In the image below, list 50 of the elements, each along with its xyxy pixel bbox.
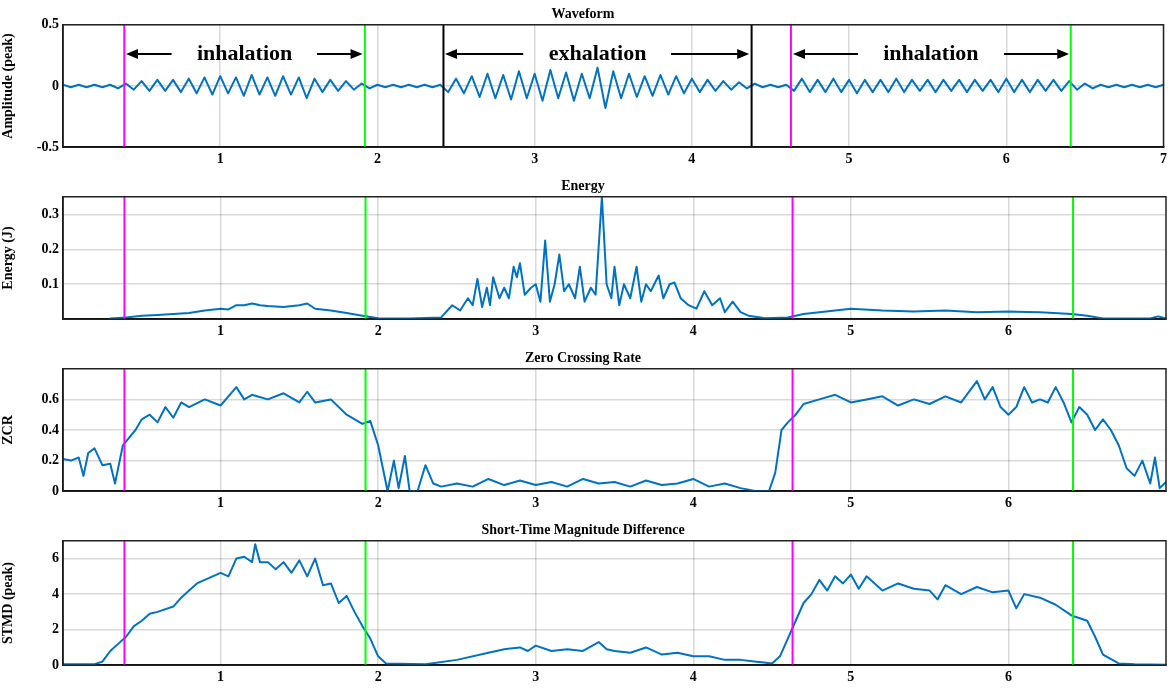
y-tick-label: 6: [52, 550, 59, 566]
x-tick-label: 5: [845, 151, 853, 167]
y-tick-label: 2: [52, 621, 59, 637]
y-tick-label: 0: [52, 656, 59, 672]
chart-title: Waveform: [551, 6, 615, 22]
x-tick-label: 3: [532, 323, 540, 339]
annotation: inhalation: [883, 39, 979, 65]
chart-title: Energy: [561, 178, 605, 194]
y-tick-label: 0.1: [41, 275, 59, 291]
x-tick-label: 2: [374, 669, 382, 685]
x-tick-label: 2: [373, 151, 381, 167]
x-tick-label: 6: [1004, 669, 1012, 685]
x-tick-label: 5: [847, 495, 855, 511]
x-tick-label: 7: [1160, 151, 1167, 167]
chart-title: Short-Time Magnitude Difference: [481, 522, 685, 538]
x-tick-label: 3: [532, 669, 540, 685]
y-tick-label: 0: [52, 482, 59, 498]
y-tick-label: 4: [52, 585, 59, 601]
chart-title: Zero Crossing Rate: [524, 350, 642, 366]
x-tick-label: 4: [689, 323, 697, 339]
x-tick-label: 5: [847, 323, 855, 339]
y-axis-title: Amplitude (peak): [0, 32, 17, 139]
y-axis-title: STMD (peak): [0, 561, 17, 645]
x-tick-label: 6: [1002, 151, 1010, 167]
y-axis-title: ZCR: [0, 414, 16, 445]
x-tick-label: 1: [217, 323, 225, 339]
x-tick-label: 5: [847, 669, 855, 685]
y-tick-label: 0.2: [41, 240, 59, 256]
x-tick-label: 2: [374, 323, 382, 339]
x-tick-label: 1: [217, 669, 225, 685]
x-tick-label: 4: [688, 151, 696, 167]
annotation: inhalation: [196, 39, 293, 65]
x-tick-label: 4: [689, 669, 697, 685]
y-tick-label: 0.2: [41, 452, 59, 468]
annotation: exhalation: [548, 39, 647, 65]
x-tick-label: 3: [532, 495, 540, 511]
y-tick-label: 0.5: [41, 16, 59, 32]
y-tick-label: 0.3: [41, 205, 59, 221]
y-tick-label: 0.4: [41, 421, 59, 437]
x-tick-label: 2: [374, 495, 382, 511]
y-tick-label: 0: [52, 77, 59, 93]
y-axis-title: Energy (J): [0, 225, 17, 290]
x-tick-label: 1: [216, 151, 224, 167]
y-tick-label: -0.5: [36, 138, 59, 154]
x-tick-label: 3: [531, 151, 539, 167]
x-tick-label: 4: [689, 495, 697, 511]
x-tick-label: 1: [217, 495, 225, 511]
x-tick-label: 6: [1004, 495, 1012, 511]
y-tick-label: 0.6: [41, 391, 59, 407]
x-tick-label: 6: [1004, 323, 1012, 339]
